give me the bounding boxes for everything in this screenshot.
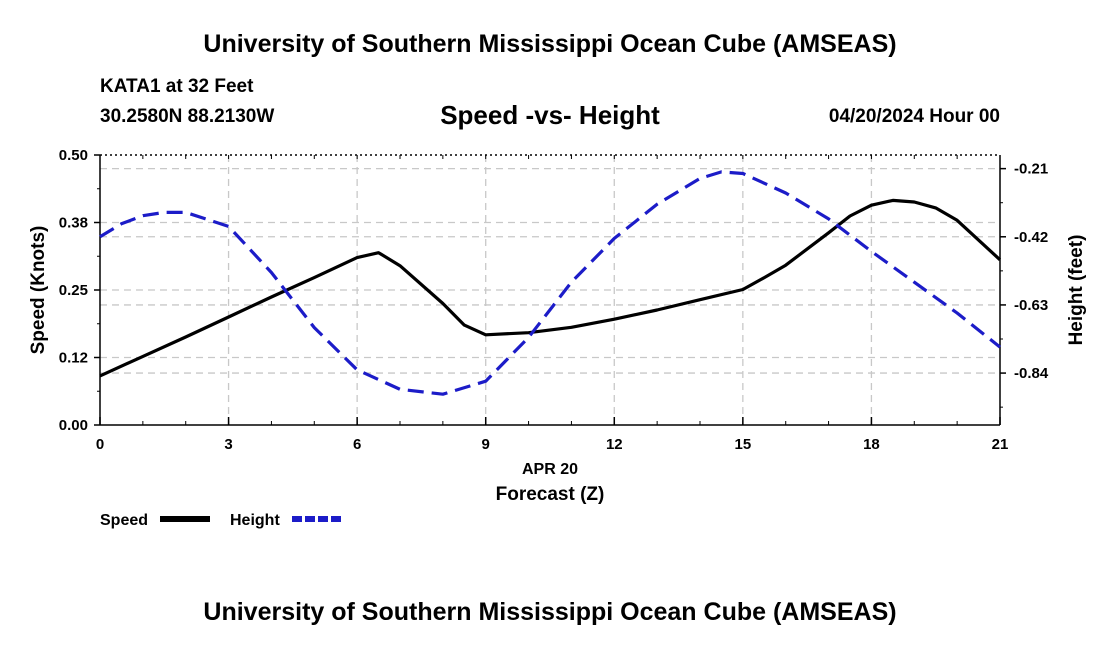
series-lines: [99, 170, 1002, 396]
axes: [94, 154, 1006, 426]
y2-tick-label: -0.63: [1014, 297, 1048, 314]
y-tick-label: 0.50: [59, 147, 88, 164]
x-tick-label: 9: [482, 436, 490, 453]
x-tick-label: 6: [353, 436, 361, 453]
axis-labels: 0 3 6 9 12 15 18 21 0.00 0.12 0.25 0.38 0.50 -0.21 -0.…: [28, 147, 1087, 505]
grid-lines: [100, 155, 1000, 425]
x-axis-label: Forecast (Z): [496, 484, 605, 505]
chart-title: Speed -vs- Height: [440, 100, 660, 130]
y2-tick-label: -0.84: [1014, 365, 1049, 382]
x-tick-label: 12: [606, 436, 623, 453]
y2-tick-label: -0.21: [1014, 161, 1048, 178]
forecast-date: 04/20/2024 Hour 00: [828, 106, 1000, 127]
x-tick-label: 18: [863, 436, 880, 453]
height-line: [99, 170, 1001, 396]
legend: Speed Height: [100, 512, 342, 529]
y-tick-label: 0.25: [59, 282, 88, 299]
y2-axis-label: Height (feet): [1066, 235, 1087, 346]
y-tick-label: 0.12: [59, 350, 88, 367]
y-axis-label: Speed (Knots): [28, 226, 49, 355]
y-tick-label: 0.00: [59, 417, 88, 434]
x-tick-label: 0: [96, 436, 104, 453]
bottom-title: University of Southern Mississippi Ocean…: [203, 598, 897, 626]
legend-label: Height: [230, 512, 280, 529]
station-coords: 30.2580N 88.2130W: [100, 106, 275, 127]
y-tick-label: 0.38: [59, 215, 88, 232]
x-date-label: APR 20: [522, 461, 578, 478]
station-name: KATA1 at 32 Feet: [100, 76, 254, 97]
y2-tick-label: -0.42: [1014, 229, 1048, 246]
x-tick-label: 21: [992, 436, 1009, 453]
legend-label: Speed: [100, 512, 148, 529]
x-tick-label: 3: [224, 436, 232, 453]
top-title: University of Southern Mississippi Ocean…: [203, 30, 897, 58]
x-tick-label: 15: [735, 436, 752, 453]
speed-line: [99, 198, 1002, 378]
